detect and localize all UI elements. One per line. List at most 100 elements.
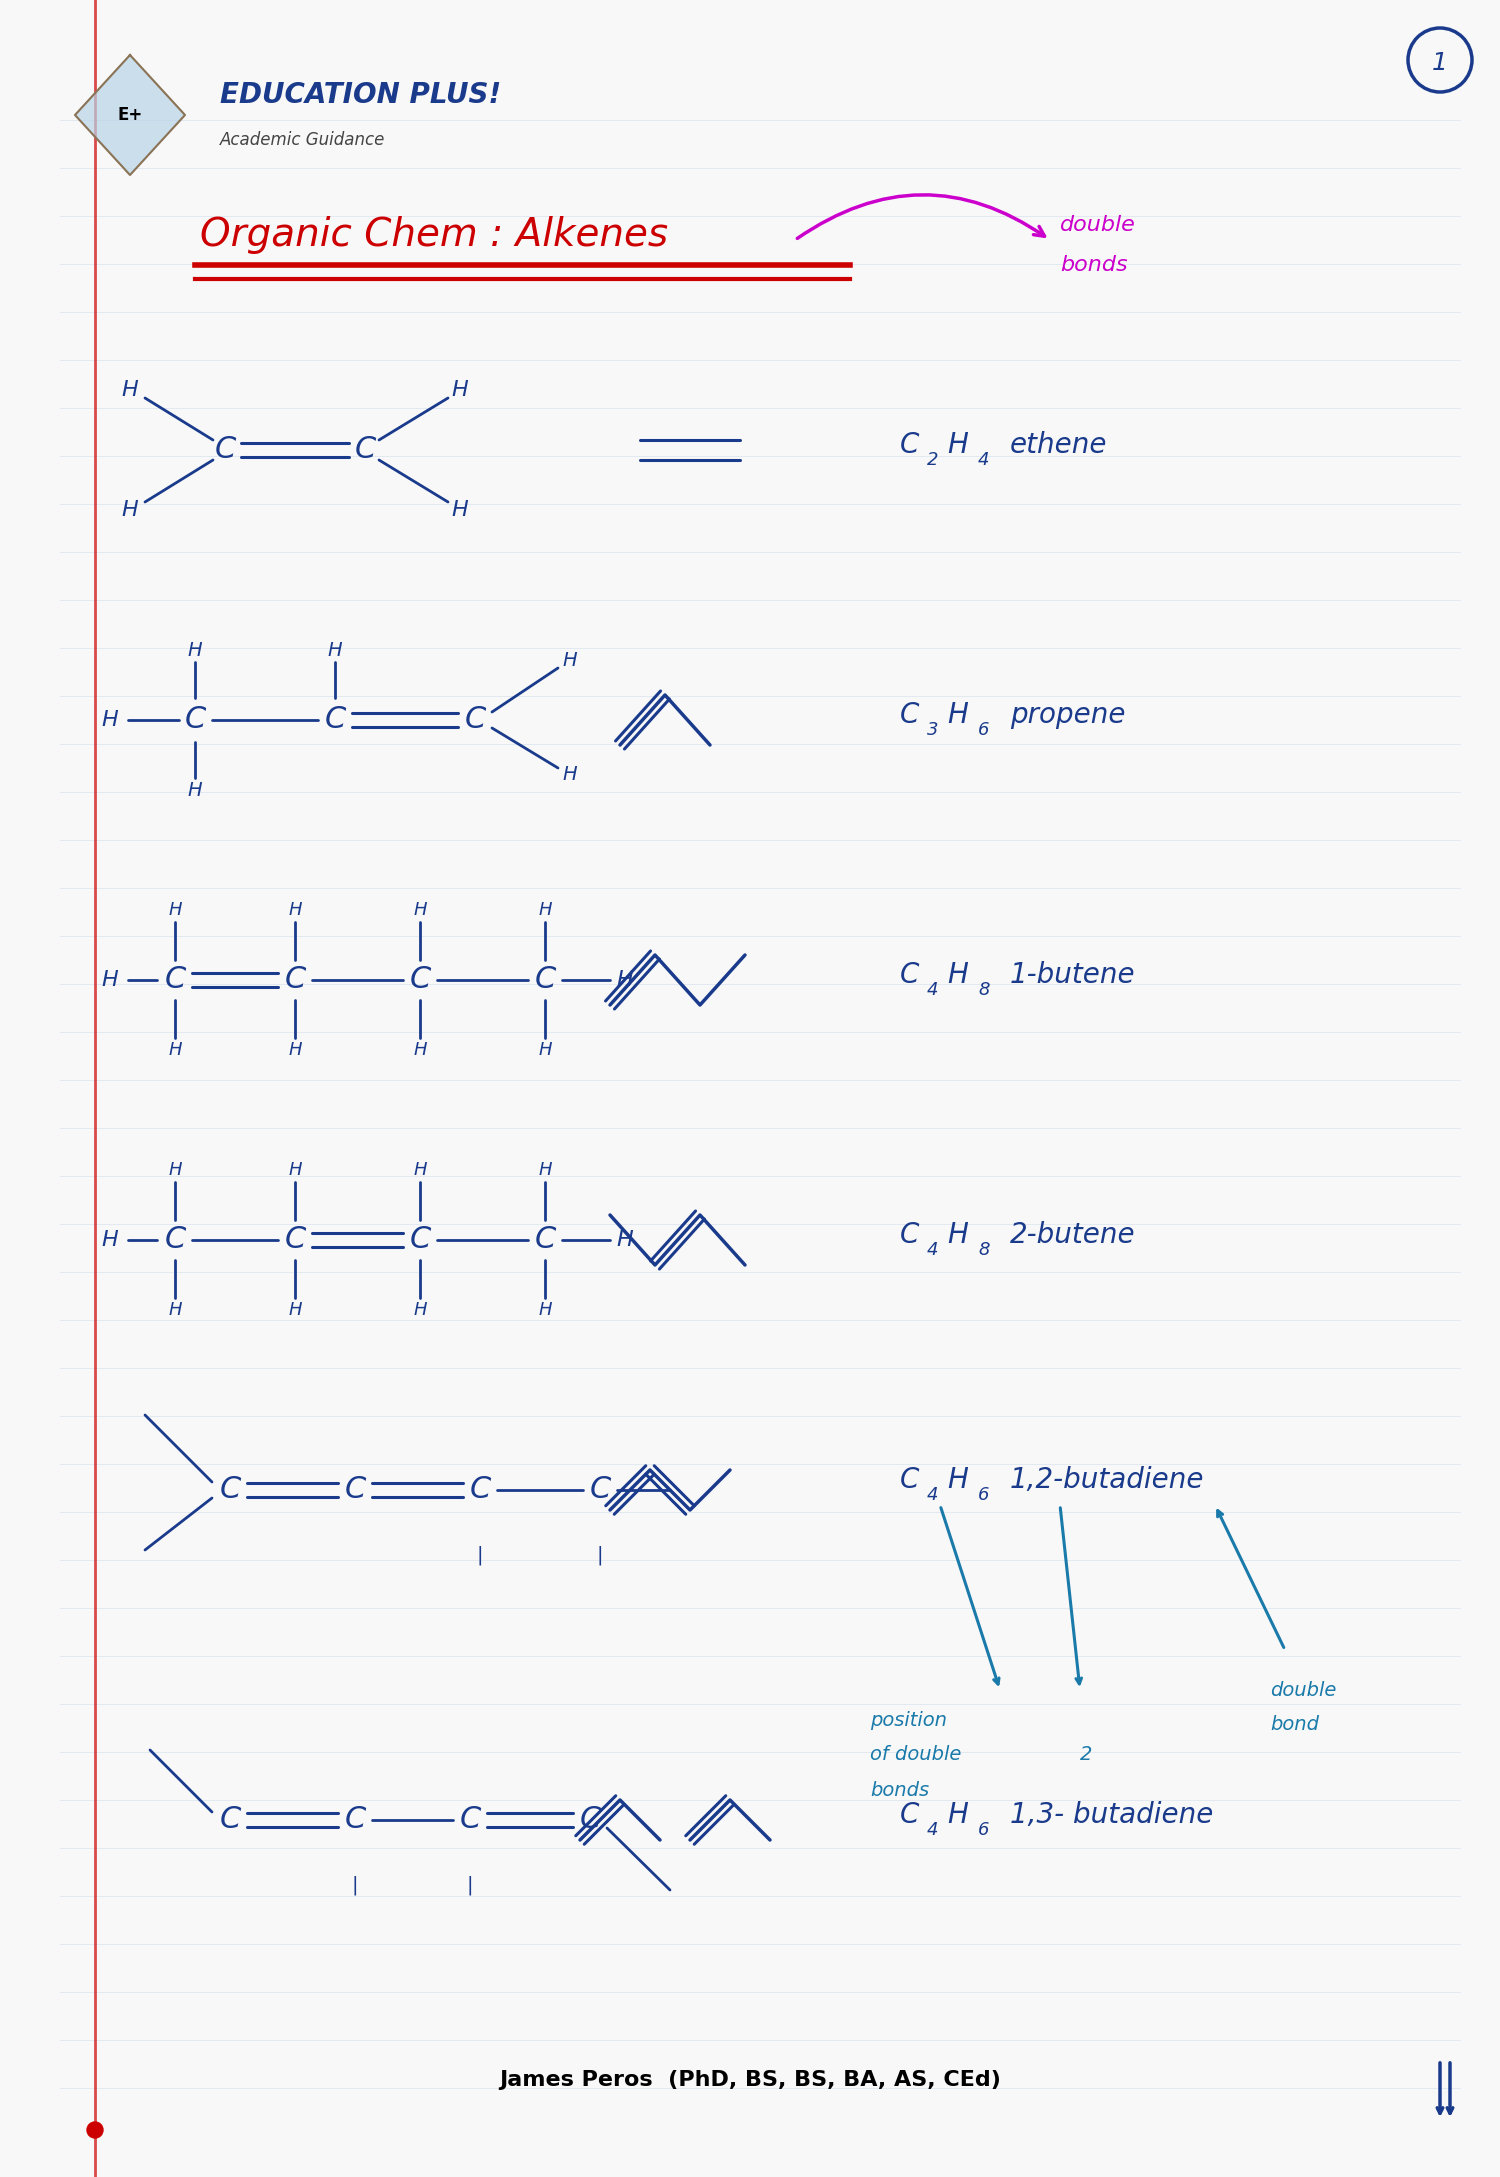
Text: H: H — [188, 640, 202, 660]
Text: 4: 4 — [927, 982, 939, 999]
Text: James Peros  (PhD, BS, BS, BA, AS, CEd): James Peros (PhD, BS, BS, BA, AS, CEd) — [500, 2070, 1000, 2090]
Text: C: C — [354, 435, 375, 464]
Text: H: H — [538, 1041, 552, 1058]
Text: 1,3- butadiene: 1,3- butadiene — [1010, 1800, 1214, 1829]
Polygon shape — [75, 54, 184, 174]
Text: H: H — [288, 1302, 302, 1319]
Circle shape — [87, 2123, 104, 2138]
Text: C: C — [324, 705, 345, 734]
Text: H: H — [946, 1465, 968, 1493]
Text: H: H — [102, 1230, 118, 1250]
Text: C: C — [184, 705, 206, 734]
Text: Academic Guidance: Academic Guidance — [220, 131, 386, 148]
Text: H: H — [102, 710, 118, 729]
Text: Organic Chem : Alkenes: Organic Chem : Alkenes — [200, 216, 668, 255]
Text: C: C — [900, 960, 920, 988]
Text: H: H — [616, 971, 633, 991]
Text: 4: 4 — [978, 451, 990, 468]
Text: 6: 6 — [978, 1820, 990, 1840]
Text: H: H — [288, 1041, 302, 1058]
Text: C: C — [900, 1221, 920, 1250]
Text: 4: 4 — [927, 1820, 939, 1840]
Text: H: H — [122, 381, 138, 401]
Text: C: C — [219, 1805, 240, 1835]
Text: H: H — [538, 901, 552, 919]
Text: C: C — [900, 701, 920, 729]
Text: C: C — [900, 431, 920, 459]
Text: C: C — [465, 705, 486, 734]
Text: propene: propene — [1010, 701, 1125, 729]
Text: C: C — [219, 1476, 240, 1504]
FancyArrowPatch shape — [798, 194, 1044, 239]
Text: H: H — [168, 1041, 182, 1058]
Text: 2-butene: 2-butene — [1010, 1221, 1136, 1250]
Text: H: H — [327, 640, 342, 660]
Text: C: C — [345, 1805, 366, 1835]
Text: 2: 2 — [927, 451, 939, 468]
Text: position: position — [870, 1711, 946, 1729]
Text: C: C — [534, 1226, 555, 1254]
Text: 2: 2 — [1080, 1746, 1092, 1766]
Text: H: H — [168, 1160, 182, 1180]
Text: 1: 1 — [1432, 50, 1448, 74]
Text: 3: 3 — [927, 721, 939, 738]
Text: C: C — [410, 1226, 430, 1254]
Text: 6: 6 — [978, 721, 990, 738]
Text: H: H — [413, 1302, 426, 1319]
Text: H: H — [122, 501, 138, 520]
Text: C: C — [900, 1465, 920, 1493]
Text: H: H — [946, 1800, 968, 1829]
Text: H: H — [102, 971, 118, 991]
Text: of double: of double — [870, 1746, 962, 1766]
Text: C: C — [165, 967, 186, 995]
Text: EDUCATION PLUS!: EDUCATION PLUS! — [220, 81, 501, 109]
Text: C: C — [214, 435, 236, 464]
Text: C: C — [900, 1800, 920, 1829]
Text: bond: bond — [1270, 1715, 1318, 1735]
Text: H: H — [946, 960, 968, 988]
Text: 4: 4 — [927, 1241, 939, 1258]
Text: H: H — [538, 1160, 552, 1180]
Text: |: | — [597, 1546, 603, 1565]
Text: 1-butene: 1-butene — [1010, 960, 1136, 988]
Text: |: | — [466, 1874, 474, 1894]
Text: H: H — [168, 901, 182, 919]
Text: H: H — [413, 1041, 426, 1058]
Text: C: C — [285, 1226, 306, 1254]
Text: H: H — [168, 1302, 182, 1319]
Text: 8: 8 — [978, 982, 990, 999]
Text: H: H — [562, 651, 578, 671]
Text: H: H — [288, 901, 302, 919]
Text: H: H — [616, 1230, 633, 1250]
Text: H: H — [562, 766, 578, 784]
Text: ethene: ethene — [1010, 431, 1107, 459]
Text: double: double — [1270, 1681, 1336, 1700]
Text: H: H — [538, 1302, 552, 1319]
Text: C: C — [410, 967, 430, 995]
Text: 8: 8 — [978, 1241, 990, 1258]
Text: |: | — [477, 1546, 483, 1565]
Text: C: C — [579, 1805, 600, 1835]
Text: C: C — [470, 1476, 490, 1504]
Text: H: H — [946, 431, 968, 459]
Text: C: C — [285, 967, 306, 995]
Text: C: C — [590, 1476, 610, 1504]
Text: 1,2-butadiene: 1,2-butadiene — [1010, 1465, 1204, 1493]
Text: H: H — [413, 1160, 426, 1180]
Text: C: C — [345, 1476, 366, 1504]
Text: 6: 6 — [978, 1487, 990, 1504]
Text: H: H — [188, 782, 202, 799]
Text: E+: E+ — [117, 107, 142, 124]
Text: H: H — [288, 1160, 302, 1180]
Text: C: C — [459, 1805, 480, 1835]
Text: H: H — [452, 381, 468, 401]
Text: H: H — [946, 701, 968, 729]
Text: double: double — [1060, 216, 1136, 235]
Text: bonds: bonds — [1060, 255, 1128, 274]
Text: 4: 4 — [927, 1487, 939, 1504]
Text: |: | — [351, 1874, 358, 1894]
Text: H: H — [413, 901, 426, 919]
Text: C: C — [534, 967, 555, 995]
Text: bonds: bonds — [870, 1781, 928, 1800]
Text: H: H — [452, 501, 468, 520]
